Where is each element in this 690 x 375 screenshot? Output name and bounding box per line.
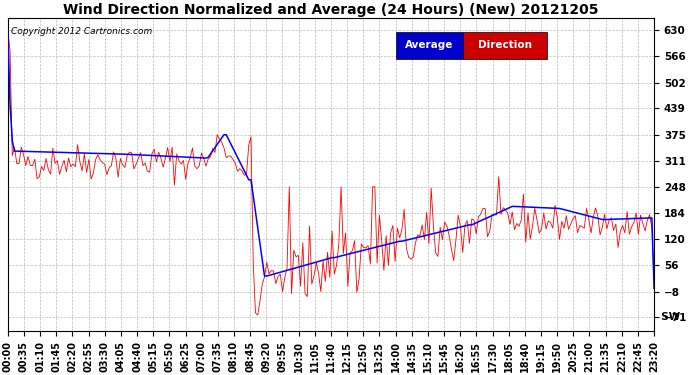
Text: Direction: Direction: [478, 40, 533, 50]
Text: SW: SW: [654, 312, 680, 322]
Title: Wind Direction Normalized and Average (24 Hours) (New) 20121205: Wind Direction Normalized and Average (2…: [63, 3, 599, 17]
FancyBboxPatch shape: [464, 32, 547, 59]
Text: Average: Average: [405, 40, 454, 50]
Text: Copyright 2012 Cartronics.com: Copyright 2012 Cartronics.com: [11, 27, 152, 36]
FancyBboxPatch shape: [395, 32, 464, 59]
